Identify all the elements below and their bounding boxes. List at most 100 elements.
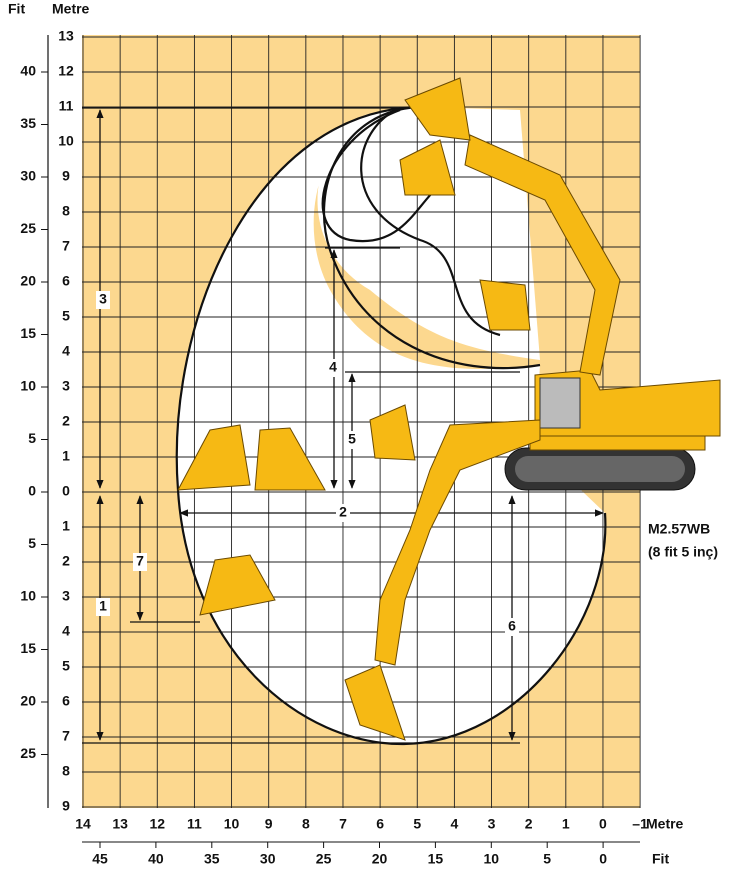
dimension-label-bg — [96, 598, 110, 616]
bucket-3 — [479, 279, 531, 331]
metre-label: 13 — [58, 28, 74, 44]
dimension-label: 6 — [508, 618, 516, 634]
feet-label: 35 — [204, 851, 220, 867]
metre-label: 10 — [224, 816, 240, 832]
metre-label: 13 — [112, 816, 128, 832]
feet-title: Fit — [8, 1, 25, 17]
metre-label: 0 — [599, 816, 607, 832]
feet-title-bottom: Fit — [652, 851, 669, 867]
metre-label: 7 — [62, 728, 70, 744]
metre-title-bottom: Metre — [646, 816, 684, 832]
envelope-curves — [175, 105, 607, 746]
lower-boom — [374, 419, 541, 666]
cab — [539, 377, 581, 429]
metre-label: 6 — [376, 816, 384, 832]
metre-label: 4 — [451, 816, 459, 832]
dimension-label: 1 — [99, 598, 107, 614]
feet-label: 40 — [148, 851, 164, 867]
metre-label: 14 — [75, 816, 91, 832]
metre-label: 7 — [62, 238, 70, 254]
bucket-4 — [177, 424, 251, 491]
dimension-label-bg — [345, 431, 359, 449]
metre-label: 1 — [62, 448, 70, 464]
feet-label: 5 — [28, 535, 36, 551]
metre-label: 7 — [339, 816, 347, 832]
upper-boom — [464, 134, 621, 376]
feet-label: 25 — [20, 745, 36, 761]
feet-label: 10 — [484, 851, 500, 867]
metre-label: 4 — [62, 623, 70, 639]
metre-label: 10 — [58, 133, 74, 149]
metre-label: 3 — [62, 378, 70, 394]
feet-label: 25 — [20, 220, 36, 236]
metre-label: 9 — [62, 168, 70, 184]
dimension-label: 7 — [136, 553, 144, 569]
feet-label: 15 — [20, 325, 36, 341]
metre-label: 2 — [62, 553, 70, 569]
top-bucket — [404, 77, 471, 141]
metre-label: 5 — [413, 816, 421, 832]
bucket-2 — [399, 139, 456, 196]
bucket-7 — [199, 554, 276, 616]
metre-label: 5 — [62, 308, 70, 324]
metre-label: 1 — [62, 518, 70, 534]
feet-label: 30 — [20, 168, 36, 184]
feet-label: 0 — [599, 851, 607, 867]
metre-label: 11 — [59, 98, 74, 114]
bucket-6 — [369, 404, 416, 461]
metre-label: 8 — [302, 816, 310, 832]
dimension-label: 3 — [99, 291, 107, 307]
dimension-label: 5 — [348, 431, 356, 447]
dimension-label: 4 — [329, 359, 337, 375]
metre-label: 12 — [58, 63, 74, 79]
feet-label: 20 — [20, 273, 36, 289]
metre-label: 3 — [62, 588, 70, 604]
metre-label: 6 — [62, 273, 70, 289]
metre-label: 4 — [62, 343, 70, 359]
metre-label: 0 — [62, 483, 70, 499]
metre-label: 2 — [62, 413, 70, 429]
bottom-bucket — [344, 664, 406, 741]
undercarriage — [529, 435, 706, 451]
feet-label: 45 — [92, 851, 108, 867]
metre-label: 6 — [62, 693, 70, 709]
boom-name: M2.57WB — [648, 521, 710, 537]
metre-label: –1 — [632, 816, 648, 832]
metre-label: 12 — [149, 816, 165, 832]
dimension-label-bg — [505, 618, 519, 636]
feet-label: 40 — [20, 63, 36, 79]
bucket-5 — [254, 427, 326, 491]
feet-label: 20 — [20, 693, 36, 709]
boom-length: (8 fit 5 inç) — [648, 544, 718, 560]
metre-label: 3 — [488, 816, 496, 832]
feet-label: 0 — [28, 483, 36, 499]
metre-label: 5 — [62, 658, 70, 674]
feet-label: 30 — [260, 851, 276, 867]
dimension-label-bg — [96, 291, 110, 309]
feet-label: 15 — [20, 640, 36, 656]
metre-label: 8 — [62, 203, 70, 219]
metre-label: 2 — [525, 816, 533, 832]
feet-label: 15 — [428, 851, 444, 867]
metre-title: Metre — [52, 1, 90, 17]
metre-label: 8 — [62, 763, 70, 779]
feet-label: 5 — [543, 851, 551, 867]
feet-label: 25 — [316, 851, 332, 867]
metre-label: 11 — [187, 816, 202, 832]
feet-label: 35 — [20, 115, 36, 131]
feet-label: 20 — [372, 851, 388, 867]
excavator — [177, 77, 721, 741]
track-inner — [515, 456, 685, 482]
dimension-label-bg — [336, 504, 350, 522]
feet-label: 5 — [28, 430, 36, 446]
dimension-label-bg — [133, 553, 147, 571]
dimension-label-bg — [326, 359, 340, 377]
metre-label: 9 — [265, 816, 273, 832]
metre-label: 9 — [62, 798, 70, 814]
dimension-label: 2 — [339, 504, 347, 520]
feet-label: 10 — [20, 588, 36, 604]
feet-label: 10 — [20, 378, 36, 394]
metre-label: 1 — [562, 816, 570, 832]
labels: 1312111098765432101234567894035302520151… — [20, 28, 648, 867]
